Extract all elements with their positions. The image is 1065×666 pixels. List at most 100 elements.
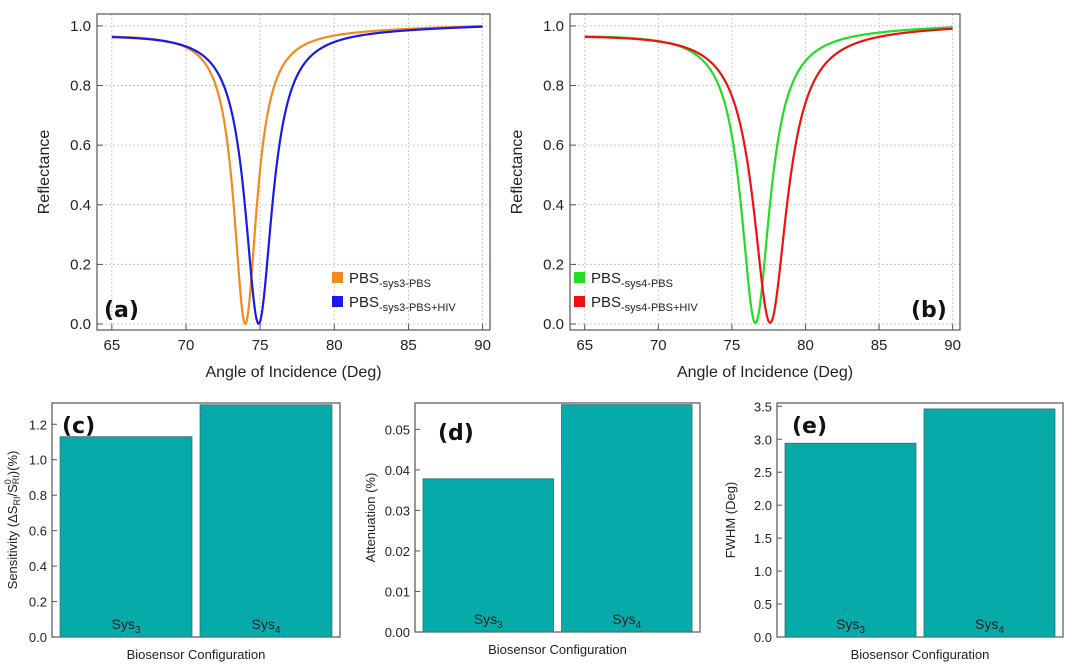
x-tick-label: 70: [650, 337, 667, 354]
x-axis-label: Biosensor Configuration: [851, 647, 990, 662]
y-axis-label: Reflectance: [509, 130, 526, 215]
series-line-2: [584, 27, 953, 325]
y-tick-label: 0.01: [385, 584, 410, 599]
bar-category-label: Sys3: [112, 616, 141, 636]
y-tick-label: 1.0: [543, 18, 564, 35]
y-tick-label: 0.4: [543, 197, 564, 214]
y-tick-label: 0.6: [29, 524, 47, 539]
bar-category-label: Sys4: [975, 616, 1004, 636]
legend-swatch-1: [574, 272, 585, 283]
y-tick-label: 0.04: [385, 463, 410, 478]
bar-2: [199, 404, 333, 638]
bar-2: [561, 404, 693, 633]
x-tick-label: 85: [400, 337, 417, 354]
y-tick-label: 0.2: [543, 256, 564, 273]
bar-1: [59, 436, 193, 638]
y-tick-label: 0.0: [543, 316, 564, 333]
x-tick-label: 90: [944, 337, 961, 354]
y-tick-label: 0.03: [385, 503, 410, 518]
chart-b: 65 70 75 80 85 90 0.0 0.2 0.4 0.6 0.8 1.0 Angle of I…: [509, 13, 961, 381]
y-tick-label: 0.8: [29, 488, 47, 503]
legend-swatch-1: [332, 272, 343, 283]
x-tick-label: 75: [724, 337, 741, 354]
legend-swatch-2: [332, 296, 343, 307]
y-label-part: Sensitivity (ΔS: [5, 505, 20, 589]
series-line-2: [111, 25, 483, 326]
plot-frame: [96, 13, 491, 331]
y-axis-label: Attenuation (%): [363, 473, 378, 563]
y-tick-label: 2.5: [754, 465, 772, 480]
bar-category-label: Sys3: [836, 616, 865, 636]
legend-swatch-2: [574, 296, 585, 307]
legend-entry-2: PBS-sys3-PBS+HIV: [349, 294, 456, 314]
y-tick-label: 0.8: [543, 78, 564, 95]
y-tick-label: 0.2: [29, 595, 47, 610]
panel-label: (b): [911, 298, 947, 323]
y-tick-label: 0.4: [29, 559, 47, 574]
legend-entry-1: PBS-sys3-PBS: [349, 270, 431, 290]
y-tick-label: 0.8: [70, 78, 91, 95]
bar-2: [923, 408, 1056, 638]
y-label-subscript: RI: [11, 475, 21, 484]
y-tick-label: 0.0: [29, 630, 47, 645]
category-name: Sys: [474, 611, 497, 627]
y-tick-label: 0.0: [754, 630, 772, 645]
y-tick-label: 0.00: [385, 625, 410, 640]
legend-label-subscript: -sys3-PBS+HIV: [379, 302, 456, 314]
y-label-part: /S: [5, 484, 20, 497]
x-tick-label: 75: [252, 337, 269, 354]
legend-label-subscript: -sys4-PBS+HIV: [621, 302, 698, 314]
y-label-superscript: 0: [3, 479, 13, 484]
y-label-part: )(%): [5, 451, 20, 476]
x-axis-label: Angle of Incidence (Deg): [205, 364, 381, 381]
y-tick-label: 0.0: [70, 316, 91, 333]
bar-1: [422, 478, 554, 633]
y-axis-label: FWHM (Deg): [723, 482, 738, 559]
legend-label: PBS: [349, 294, 379, 311]
plot-frame: [414, 402, 701, 633]
y-tick-label: 0.6: [70, 137, 91, 154]
bar-category-label: Sys4: [252, 616, 281, 636]
category-name: Sys: [252, 616, 275, 632]
x-axis-label: Biosensor Configuration: [488, 642, 627, 657]
plot-frame: [569, 13, 961, 331]
panel-label: (d): [438, 421, 474, 446]
plot-frame: [51, 402, 341, 638]
y-tick-label: 3.0: [754, 432, 772, 447]
y-tick-label: 1.0: [70, 18, 91, 35]
panel-label: (e): [792, 414, 827, 439]
category-name: Sys: [975, 616, 998, 632]
y-label-subscript: RI: [12, 497, 22, 506]
y-tick-label: 0.6: [543, 137, 564, 154]
legend-entry-1: PBS-sys4-PBS: [591, 270, 673, 290]
y-tick-label: 1.2: [29, 417, 47, 432]
legend-label: PBS: [591, 294, 621, 311]
chart-e: Sys3 Sys40.00.51.01.52.02.53.03.5Biosenso…: [723, 399, 1064, 662]
category-subscript: 4: [275, 625, 281, 636]
y-tick-label: 0.5: [754, 597, 772, 612]
y-tick-label: 1.0: [29, 453, 47, 468]
category-name: Sys: [112, 616, 135, 632]
x-tick-label: 70: [178, 337, 195, 354]
legend-label-subscript: -sys3-PBS: [379, 278, 431, 290]
y-tick-label: 0.2: [70, 256, 91, 273]
x-tick-label: 80: [326, 337, 343, 354]
x-axis-label: Angle of Incidence (Deg): [677, 364, 853, 381]
bar-category-label: Sys3: [474, 611, 503, 631]
x-tick-label: 90: [474, 337, 491, 354]
category-name: Sys: [612, 611, 635, 627]
x-tick-label: 85: [871, 337, 888, 354]
y-tick-label: 3.5: [754, 399, 772, 414]
y-tick-label: 1.0: [754, 564, 772, 579]
y-tick-label: 2.0: [754, 498, 772, 513]
category-subscript: 3: [859, 625, 865, 636]
panel-label: (c): [62, 414, 95, 439]
category-subscript: 3: [497, 620, 503, 631]
category-name: Sys: [836, 616, 859, 632]
panel-label: (a): [104, 298, 139, 323]
y-axis-label: Reflectance: [36, 130, 53, 215]
x-tick-label: 80: [797, 337, 814, 354]
x-tick-label: 65: [103, 337, 120, 354]
